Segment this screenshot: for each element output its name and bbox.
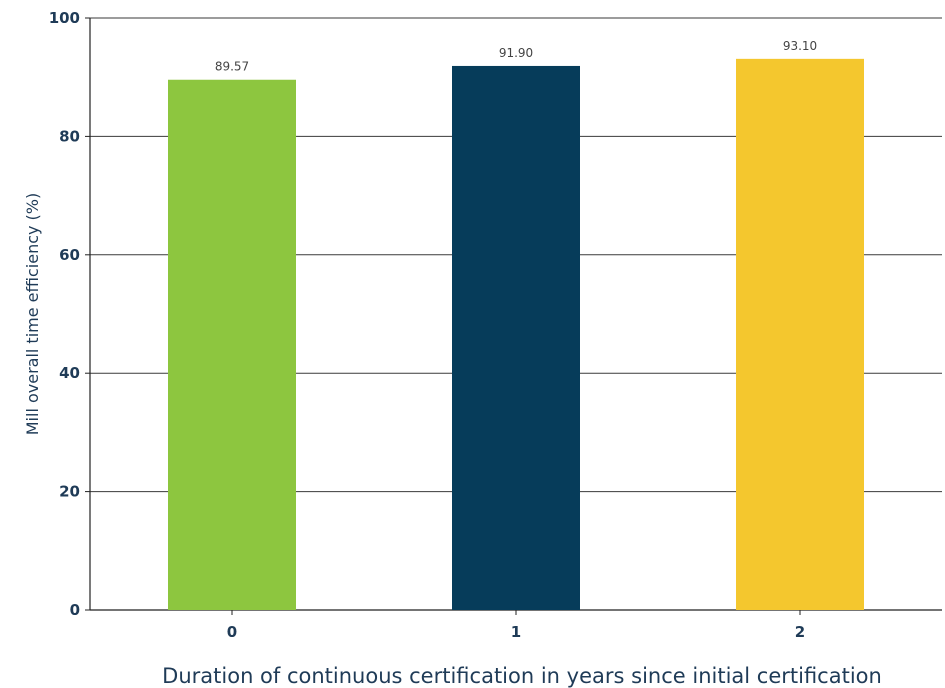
bar-0 xyxy=(168,79,296,610)
labels: 0 20 40 60 80 100 89.57 0 91.90 1 93.10 2 xyxy=(49,9,817,641)
x-tick-label-2: 2 xyxy=(795,623,805,641)
bar-value-label-0: 89.57 xyxy=(215,60,249,74)
y-tick-label-100: 100 xyxy=(49,9,80,27)
bar-value-label-2: 93.10 xyxy=(783,39,817,53)
bars xyxy=(168,58,864,610)
x-tick-label-0: 0 xyxy=(227,623,237,641)
y-tick-label-20: 20 xyxy=(59,483,80,501)
x-axis-title: Duration of continuous certification in … xyxy=(162,664,882,688)
bar-1 xyxy=(452,65,580,610)
bar-value-label-1: 91.90 xyxy=(499,46,533,60)
bar-2 xyxy=(736,58,864,610)
y-axis-title: Mill overall time efficiency (%) xyxy=(23,193,42,436)
y-tick-label-0: 0 xyxy=(70,601,80,619)
y-tick-label-60: 60 xyxy=(59,246,80,264)
y-tick-label-80: 80 xyxy=(59,127,80,145)
y-tick-label-40: 40 xyxy=(59,364,80,382)
x-tick-label-1: 1 xyxy=(511,623,521,641)
